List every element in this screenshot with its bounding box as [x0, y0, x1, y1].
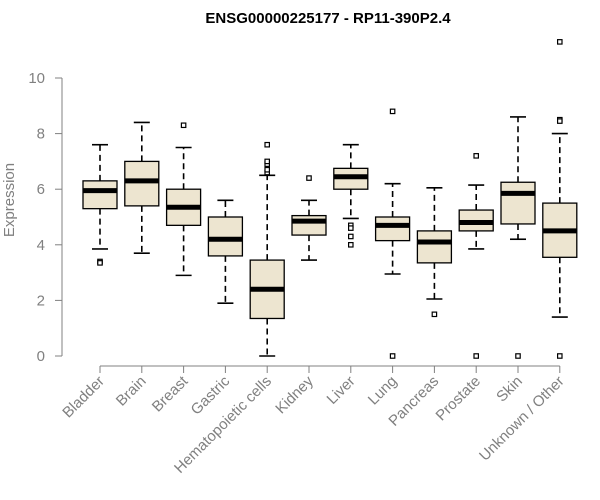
box-group: [416, 187, 453, 318]
x-tick-label: Kidney: [272, 372, 317, 417]
box-group: [165, 122, 202, 277]
outlier-point: [264, 141, 271, 148]
x-tick-label: Brain: [113, 373, 150, 410]
y-tick-label: 0: [37, 348, 45, 365]
iqr-box: [500, 181, 536, 225]
outlier-point: [556, 118, 563, 124]
y-axis-label: Expression: [1, 163, 18, 237]
y-tick-label: 8: [37, 126, 45, 143]
iqr-box: [82, 180, 118, 210]
outlier-point: [556, 353, 563, 359]
iqr-box: [291, 214, 327, 236]
outlier-point: [556, 39, 563, 45]
boxes-layer: [82, 39, 578, 359]
outlier-point: [431, 311, 438, 318]
outlier-point: [97, 260, 103, 266]
outlier-point: [473, 353, 480, 359]
outlier-point: [264, 158, 271, 165]
box-group: [124, 121, 160, 254]
outlier-point: [264, 166, 271, 173]
iqr-box: [374, 216, 411, 242]
outlier-point: [348, 242, 354, 248]
y-tick-label: 4: [37, 237, 45, 254]
iqr-box: [124, 160, 160, 207]
x-tick-label: Liver: [324, 373, 359, 408]
outlier-point: [180, 122, 187, 129]
y-tick-label: 2: [37, 292, 45, 309]
box-group: [207, 199, 244, 304]
chart-title: ENSG00000225177 - RP11-390P2.4: [205, 10, 451, 27]
outlier-point: [515, 353, 521, 359]
outlier-point: [389, 108, 396, 115]
box-group: [82, 143, 118, 266]
iqr-box: [207, 216, 244, 257]
outlier-point: [389, 353, 396, 359]
x-tick-label: Breast: [149, 372, 192, 415]
outlier-point: [348, 225, 354, 231]
box-group: [458, 153, 494, 359]
outlier-point: [473, 153, 480, 159]
box-group: [500, 116, 536, 359]
outlier-point: [306, 175, 312, 181]
iqr-box: [416, 230, 453, 264]
y-axis: 0 2 4 6 8 10: [28, 70, 63, 365]
y-tick-label: 6: [37, 181, 45, 198]
box-group: [374, 108, 411, 359]
x-tick-label: Prostate: [432, 373, 484, 425]
box-group: [249, 141, 285, 357]
box-group: [333, 143, 369, 248]
box-group: [291, 175, 327, 261]
outlier-point: [348, 233, 354, 240]
y-tick-label: 10: [28, 70, 45, 87]
x-tick-label: Lung: [365, 373, 401, 409]
box-group: [542, 39, 578, 359]
x-tick-label: Bladder: [59, 373, 108, 422]
x-tick-label: Skin: [493, 373, 526, 406]
